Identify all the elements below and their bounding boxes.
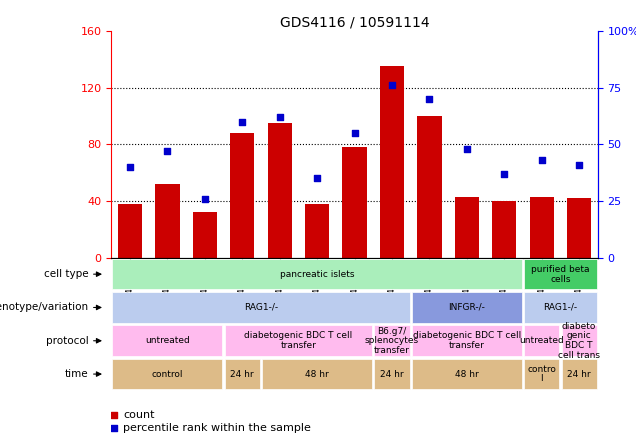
Text: diabeto
genic
BDC T
cell trans: diabeto genic BDC T cell trans [558, 322, 600, 360]
Text: untreated: untreated [520, 336, 564, 345]
Text: 48 hr: 48 hr [455, 369, 479, 379]
Point [424, 95, 434, 103]
Text: purified beta
cells: purified beta cells [531, 265, 590, 284]
Bar [230, 133, 254, 258]
Bar [524, 359, 559, 389]
Bar [562, 359, 597, 389]
Bar [113, 359, 223, 389]
Bar [262, 359, 372, 389]
Point [237, 118, 247, 125]
Point [109, 412, 120, 419]
Text: 24 hr: 24 hr [567, 369, 591, 379]
Bar [113, 259, 522, 289]
Bar [118, 204, 142, 258]
Bar [530, 197, 554, 258]
Text: contro
l: contro l [527, 365, 556, 384]
Text: diabetogenic BDC T cell
transfer: diabetogenic BDC T cell transfer [413, 331, 521, 350]
Bar [225, 359, 260, 389]
Bar [155, 184, 179, 258]
Text: control: control [152, 369, 183, 379]
Bar [455, 197, 479, 258]
Bar [113, 325, 223, 356]
Text: genotype/variation: genotype/variation [0, 302, 88, 313]
Text: diabetogenic BDC T cell
transfer: diabetogenic BDC T cell transfer [244, 331, 352, 350]
Bar [193, 212, 217, 258]
Text: time: time [65, 369, 88, 379]
Bar [305, 204, 329, 258]
Text: pancreatic islets: pancreatic islets [280, 270, 354, 279]
Bar [375, 359, 410, 389]
Bar [524, 325, 559, 356]
Text: B6.g7/
splenocytes
transfer: B6.g7/ splenocytes transfer [365, 327, 419, 355]
Bar [380, 67, 404, 258]
Bar [412, 325, 522, 356]
Bar [412, 292, 522, 323]
Point [200, 195, 210, 202]
Point [312, 175, 322, 182]
Text: RAG1-/-: RAG1-/- [244, 303, 278, 312]
Bar [412, 359, 522, 389]
Title: GDS4116 / 10591114: GDS4116 / 10591114 [280, 16, 429, 30]
Bar [268, 123, 292, 258]
Text: count: count [123, 410, 155, 420]
Bar [417, 116, 441, 258]
Point [109, 425, 120, 432]
Text: 24 hr: 24 hr [380, 369, 404, 379]
Point [275, 114, 285, 121]
Text: cell type: cell type [44, 269, 88, 279]
Point [462, 145, 472, 152]
Text: 24 hr: 24 hr [230, 369, 254, 379]
Text: protocol: protocol [46, 336, 88, 346]
Point [499, 170, 509, 177]
Point [574, 161, 584, 168]
Bar [562, 325, 597, 356]
Text: 48 hr: 48 hr [305, 369, 329, 379]
Bar [524, 259, 597, 289]
Bar [375, 325, 410, 356]
Text: INFGR-/-: INFGR-/- [448, 303, 485, 312]
Bar [492, 201, 516, 258]
Point [537, 157, 547, 164]
Bar [524, 292, 597, 323]
Point [349, 130, 359, 137]
Point [125, 163, 135, 170]
Bar [342, 147, 367, 258]
Text: untreated: untreated [145, 336, 190, 345]
Text: percentile rank within the sample: percentile rank within the sample [123, 424, 311, 433]
Bar [225, 325, 372, 356]
Point [162, 147, 172, 155]
Bar [113, 292, 410, 323]
Text: RAG1-/-: RAG1-/- [543, 303, 577, 312]
Point [387, 82, 397, 89]
Bar [567, 198, 591, 258]
